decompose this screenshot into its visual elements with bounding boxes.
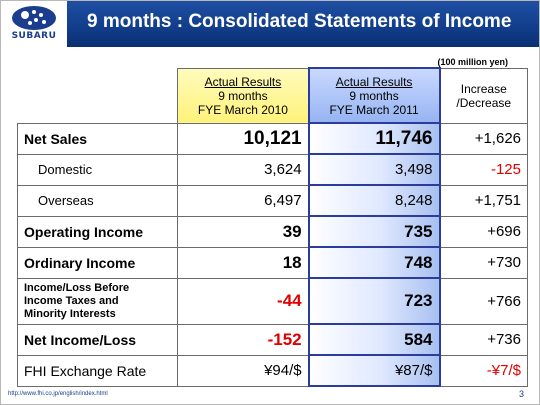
footer-url-link[interactable]: http://www.fhi.co.jp/english/index.html	[8, 391, 108, 397]
value-change: -125	[439, 153, 528, 186]
value-change: +736	[439, 323, 528, 356]
table-row-net-sales: Net Sales 10,121 11,746 +1,626	[16, 122, 528, 155]
value-change: +1,751	[439, 184, 528, 217]
row-label: FHI Exchange Rate	[16, 354, 179, 387]
value-fy2010: ¥94/$	[177, 354, 310, 387]
row-label-line1: Income/Loss Before	[24, 281, 130, 294]
row-label-line2: Income Taxes and	[24, 294, 119, 307]
row-label: Domestic	[16, 153, 179, 186]
row-label: Net Sales	[16, 122, 179, 155]
subaru-logo: SUBARU	[1, 1, 67, 47]
value-change: -¥7/$	[439, 354, 528, 387]
table-row-operating-income: Operating Income 39 735 +696	[16, 215, 528, 248]
slide-header: SUBARU 9 months : Consolidated Statement…	[1, 1, 539, 47]
row-label: Ordinary Income	[16, 246, 179, 279]
value-fy2011: 735	[307, 215, 441, 248]
row-label: Overseas	[16, 184, 179, 217]
column-header-fy2011-line1: Actual Results	[335, 74, 413, 89]
table-row-pretax-income: Income/Loss Before Income Taxes and Mino…	[16, 277, 528, 325]
value-change: +766	[439, 277, 528, 325]
column-header-fy2010-line1: Actual Results	[204, 74, 282, 89]
column-header-fy2011: Actual Results 9 months FYE March 2011	[307, 67, 441, 124]
column-header-fy2011-line2: 9 months	[349, 88, 399, 103]
value-fy2011: 723	[307, 277, 441, 325]
value-change: +696	[439, 215, 528, 248]
value-fy2011: ¥87/$	[307, 354, 441, 387]
table-row-net-income: Net Income/Loss -152 584 +736	[16, 323, 528, 356]
value-fy2011: 8,248	[307, 184, 441, 217]
column-header-fy2011-line3: FYE March 2011	[329, 102, 419, 117]
table-row-overseas: Overseas 6,497 8,248 +1,751	[16, 184, 528, 217]
logo-text: SUBARU	[11, 31, 57, 41]
value-fy2010: 18	[177, 246, 310, 279]
table-header-row: Actual Results 9 months FYE March 2010 A…	[17, 67, 528, 124]
value-fy2010: 39	[177, 215, 310, 248]
table-row-domestic: Domestic 3,624 3,498 -125	[16, 153, 528, 186]
value-change: +730	[439, 246, 528, 279]
page-title: 9 months : Consolidated Statements of In…	[87, 11, 512, 32]
column-header-change-line2: /Decrease	[456, 95, 512, 110]
page-number: 3	[518, 389, 524, 399]
value-fy2010: 10,121	[177, 122, 310, 155]
value-fy2010: -152	[177, 323, 310, 356]
column-header-fy2010-line3: FYE March 2010	[197, 102, 288, 117]
column-header-change: Increase /Decrease	[439, 67, 528, 124]
row-label: Net Income/Loss	[16, 323, 179, 356]
table-row-ordinary-income: Ordinary Income 18 748 +730	[16, 246, 528, 279]
value-fy2010: 6,497	[177, 184, 310, 217]
column-header-fy2010: Actual Results 9 months FYE March 2010	[177, 67, 310, 124]
column-header-fy2010-line2: 9 months	[218, 88, 268, 103]
pleiades-star-icon	[12, 6, 56, 30]
column-header-change-line1: Increase	[460, 81, 507, 96]
row-label-line3: Minority Interests	[24, 307, 116, 320]
header-blank-cell	[17, 68, 179, 124]
value-change: +1,626	[439, 122, 528, 155]
value-fy2011: 584	[307, 323, 441, 356]
value-fy2010: 3,624	[177, 153, 310, 186]
income-statement-table: Actual Results 9 months FYE March 2010 A…	[16, 67, 528, 387]
value-fy2011: 3,498	[307, 153, 441, 186]
unit-note: (100 million yen)	[437, 57, 508, 67]
value-fy2010: -44	[177, 277, 310, 325]
value-fy2011: 11,746	[307, 122, 441, 155]
table-row-exchange-rate: FHI Exchange Rate ¥94/$ ¥87/$ -¥7/$	[16, 354, 528, 387]
value-fy2011: 748	[307, 246, 441, 279]
row-label: Operating Income	[16, 215, 179, 248]
row-label: Income/Loss Before Income Taxes and Mino…	[16, 277, 179, 325]
